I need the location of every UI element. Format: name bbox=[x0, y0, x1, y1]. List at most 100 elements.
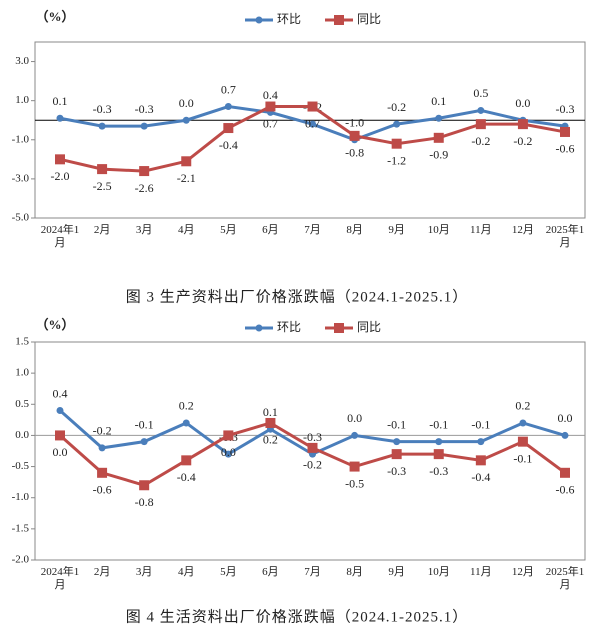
chart-title: 图 3 生产资料出厂价格涨跌幅（2024.1-2025.1） bbox=[126, 288, 469, 305]
point bbox=[309, 120, 316, 128]
x-tick-label-box: 2024年1月 bbox=[41, 224, 80, 249]
x-tick-label: 9月 bbox=[388, 566, 405, 578]
value-label: -0.1 bbox=[135, 417, 154, 431]
point bbox=[182, 116, 190, 124]
point bbox=[97, 164, 108, 175]
point bbox=[98, 444, 106, 452]
x-tick-label: 4月 bbox=[178, 566, 195, 578]
point bbox=[224, 103, 232, 111]
point bbox=[223, 430, 234, 441]
point bbox=[140, 438, 148, 446]
y-axis-title: （%） bbox=[35, 317, 74, 332]
value-label: -0.4 bbox=[219, 138, 238, 152]
value-label: -0.9 bbox=[429, 148, 448, 162]
x-tick-label-box: 5月 bbox=[220, 566, 237, 578]
value-label: -0.6 bbox=[93, 483, 112, 497]
x-tick-label-box: 12月 bbox=[511, 224, 534, 236]
point bbox=[391, 449, 402, 460]
point bbox=[181, 156, 192, 167]
value-label: 0.4 bbox=[53, 386, 68, 400]
value-label: 0.1 bbox=[431, 94, 446, 108]
x-tick-label-box: 6月 bbox=[262, 566, 279, 578]
value-label: -0.1 bbox=[471, 417, 490, 431]
legend-marker bbox=[334, 15, 344, 25]
x-tick-label-box: 10月 bbox=[428, 224, 450, 236]
x-tick-label-box: 3月 bbox=[136, 224, 153, 236]
value-label: -0.2 bbox=[513, 134, 532, 148]
point bbox=[349, 130, 360, 141]
value-label: 0.0 bbox=[558, 411, 573, 425]
value-label: -2.0 bbox=[51, 169, 70, 183]
legend-marker bbox=[255, 324, 263, 332]
value-label: 0.0 bbox=[53, 445, 68, 459]
x-tick-label-box: 7月 bbox=[304, 224, 321, 236]
point bbox=[307, 101, 318, 112]
point bbox=[475, 119, 486, 130]
value-label: 0.1 bbox=[263, 405, 278, 419]
x-tick-label: 11月 bbox=[470, 566, 492, 578]
value-label: -0.2 bbox=[387, 100, 406, 114]
x-tick-label: 2024年1月 bbox=[40, 566, 80, 591]
point bbox=[55, 154, 65, 165]
x-tick-label: 12月 bbox=[511, 224, 534, 236]
point bbox=[140, 122, 148, 130]
value-label: -0.8 bbox=[135, 495, 154, 509]
x-tick-label-box: 4月 bbox=[178, 224, 195, 236]
y-axis-title: （%） bbox=[35, 9, 74, 24]
x-tick-label: 5月 bbox=[220, 566, 237, 578]
x-tick-label-box: 3月 bbox=[136, 566, 153, 578]
x-tick-label-box: 2025年1月 bbox=[546, 566, 585, 591]
value-label: -2.6 bbox=[135, 181, 154, 195]
y-tick-label: -1.5 bbox=[12, 522, 30, 534]
point bbox=[560, 126, 570, 137]
x-tick-label: 7月 bbox=[304, 224, 321, 236]
value-label: -0.3 bbox=[93, 102, 112, 116]
value-label: 0.0 bbox=[515, 96, 530, 110]
y-tick-label: -0.5 bbox=[12, 460, 30, 472]
value-label: -0.3 bbox=[556, 102, 575, 116]
value-label: 0.2 bbox=[263, 433, 278, 447]
point bbox=[477, 438, 485, 446]
point bbox=[435, 114, 443, 122]
y-tick-label: 1.0 bbox=[15, 94, 29, 106]
x-tick-label-box: 4月 bbox=[178, 566, 195, 578]
legend-label: 同比 bbox=[357, 320, 381, 334]
x-tick-label-box: 11月 bbox=[470, 224, 492, 236]
x-tick-label: 7月 bbox=[304, 566, 321, 578]
y-tick-label: 0.0 bbox=[15, 429, 29, 441]
point bbox=[433, 449, 444, 460]
legend-marker bbox=[334, 323, 344, 333]
point bbox=[139, 480, 150, 491]
value-label: -0.1 bbox=[387, 417, 406, 431]
point bbox=[393, 438, 401, 446]
point bbox=[265, 417, 276, 428]
value-label: 0.0 bbox=[347, 411, 362, 425]
x-tick-label: 12月 bbox=[511, 566, 534, 578]
x-tick-label: 4月 bbox=[178, 224, 195, 236]
point bbox=[393, 120, 401, 128]
point bbox=[139, 166, 150, 177]
x-tick-label: 11月 bbox=[470, 224, 492, 236]
y-tick-label: -1.0 bbox=[12, 133, 30, 145]
x-tick-label-box: 9月 bbox=[388, 566, 405, 578]
y-tick-label: -2.0 bbox=[12, 554, 30, 566]
point bbox=[55, 430, 65, 441]
x-tick-label-box: 2024年1月 bbox=[40, 566, 80, 591]
x-tick-label: 2月 bbox=[93, 224, 111, 236]
point bbox=[433, 132, 444, 143]
x-tick-label-box: 7月 bbox=[304, 566, 321, 578]
value-label: -0.4 bbox=[471, 470, 490, 484]
value-label: 0.7 bbox=[263, 116, 278, 130]
value-label: -0.4 bbox=[177, 470, 196, 484]
value-label: 0.5 bbox=[473, 86, 488, 100]
plot-frame bbox=[34, 41, 586, 219]
y-tick-label: 1.5 bbox=[15, 336, 29, 348]
x-tick-label: 5月 bbox=[220, 224, 237, 236]
y-tick-label: -5.0 bbox=[12, 212, 30, 224]
legend-marker bbox=[255, 16, 263, 24]
value-label: 0.2 bbox=[515, 399, 530, 413]
value-label: 0.7 bbox=[221, 82, 236, 96]
x-tick-label-box: 2月 bbox=[93, 224, 111, 236]
y-tick-label: -3.0 bbox=[12, 172, 30, 184]
y-tick-label: -1.0 bbox=[12, 491, 30, 503]
